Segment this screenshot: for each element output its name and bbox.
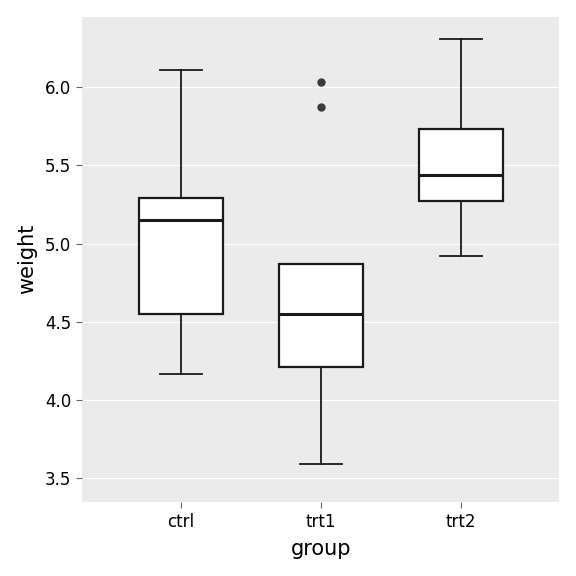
PathPatch shape bbox=[279, 264, 363, 367]
PathPatch shape bbox=[419, 130, 503, 202]
Y-axis label: weight: weight bbox=[17, 224, 37, 294]
X-axis label: group: group bbox=[291, 539, 351, 559]
PathPatch shape bbox=[139, 198, 223, 314]
